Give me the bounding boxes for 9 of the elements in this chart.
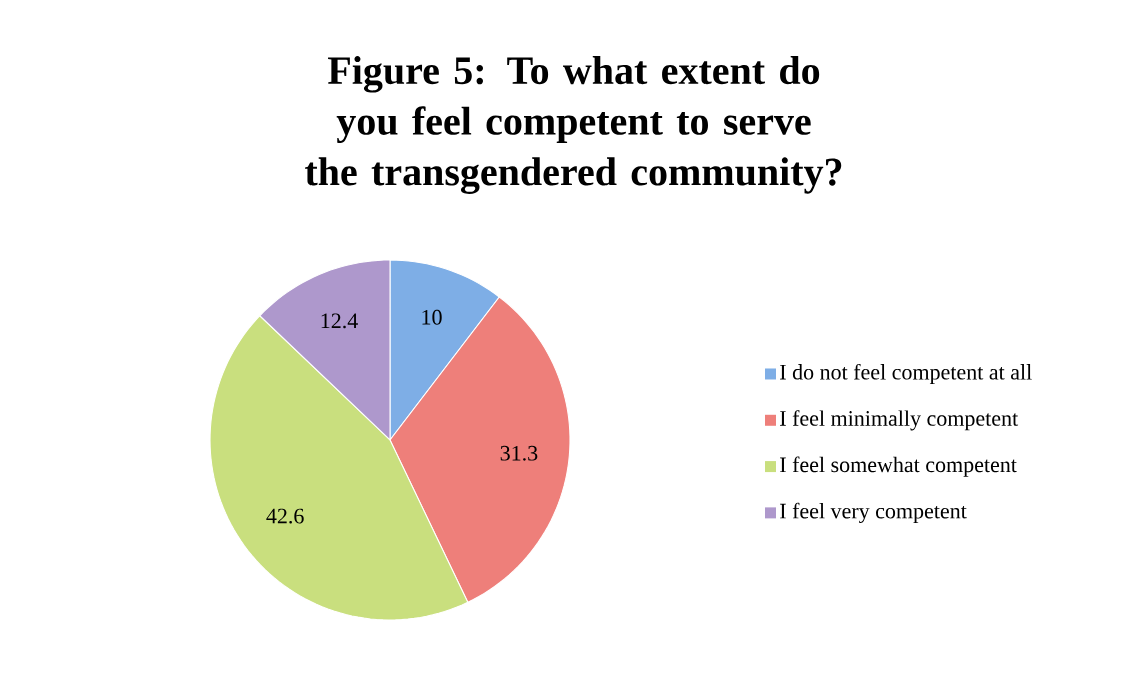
data-label: 12.4 — [321, 313, 358, 329]
chart-title: Figure 5: To what extent do you feel competent to serve the transgendered community? — [305, 56, 842, 194]
legend-label: I do not feel competent at all — [780, 363, 1032, 385]
legend-label: I feel very competent — [780, 502, 967, 523]
data-label: 10 — [422, 309, 442, 325]
data-label: 31.3 — [500, 445, 538, 461]
legend-label: I feel somewhat competent — [780, 456, 1017, 477]
data-label: 42.6 — [266, 508, 304, 524]
legend-label: I feel minimally competent — [780, 410, 1019, 431]
